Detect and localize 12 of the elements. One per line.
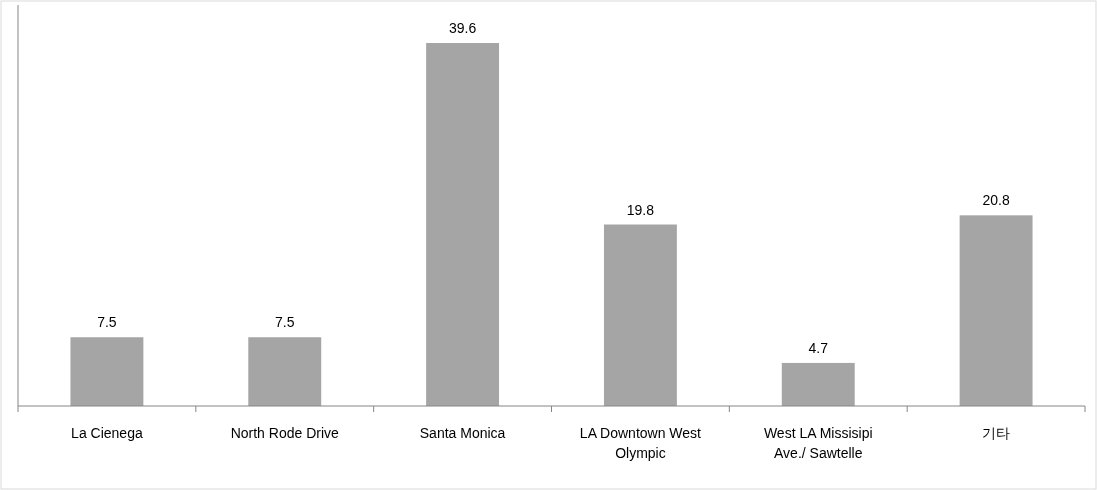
x-tick-label: 기타 bbox=[982, 425, 1011, 441]
data-label: 7.5 bbox=[275, 314, 295, 331]
x-tick-label: LA Downtown West Olympic bbox=[579, 425, 702, 461]
x-tick-label: North Rode Drive bbox=[230, 425, 340, 441]
data-label: 39.6 bbox=[448, 20, 477, 36]
data-label: 20.8 bbox=[982, 192, 1010, 209]
x-tick-label: La Cienega bbox=[71, 425, 143, 441]
x-tick-label: West LA Missisipi Ave./ Sawtelle bbox=[763, 425, 873, 461]
data-label: 4.7 bbox=[808, 339, 829, 356]
x-tick-label: Santa Monica bbox=[419, 425, 506, 441]
data-label: 7.5 bbox=[97, 314, 117, 331]
data-label: 19.8 bbox=[626, 201, 655, 218]
